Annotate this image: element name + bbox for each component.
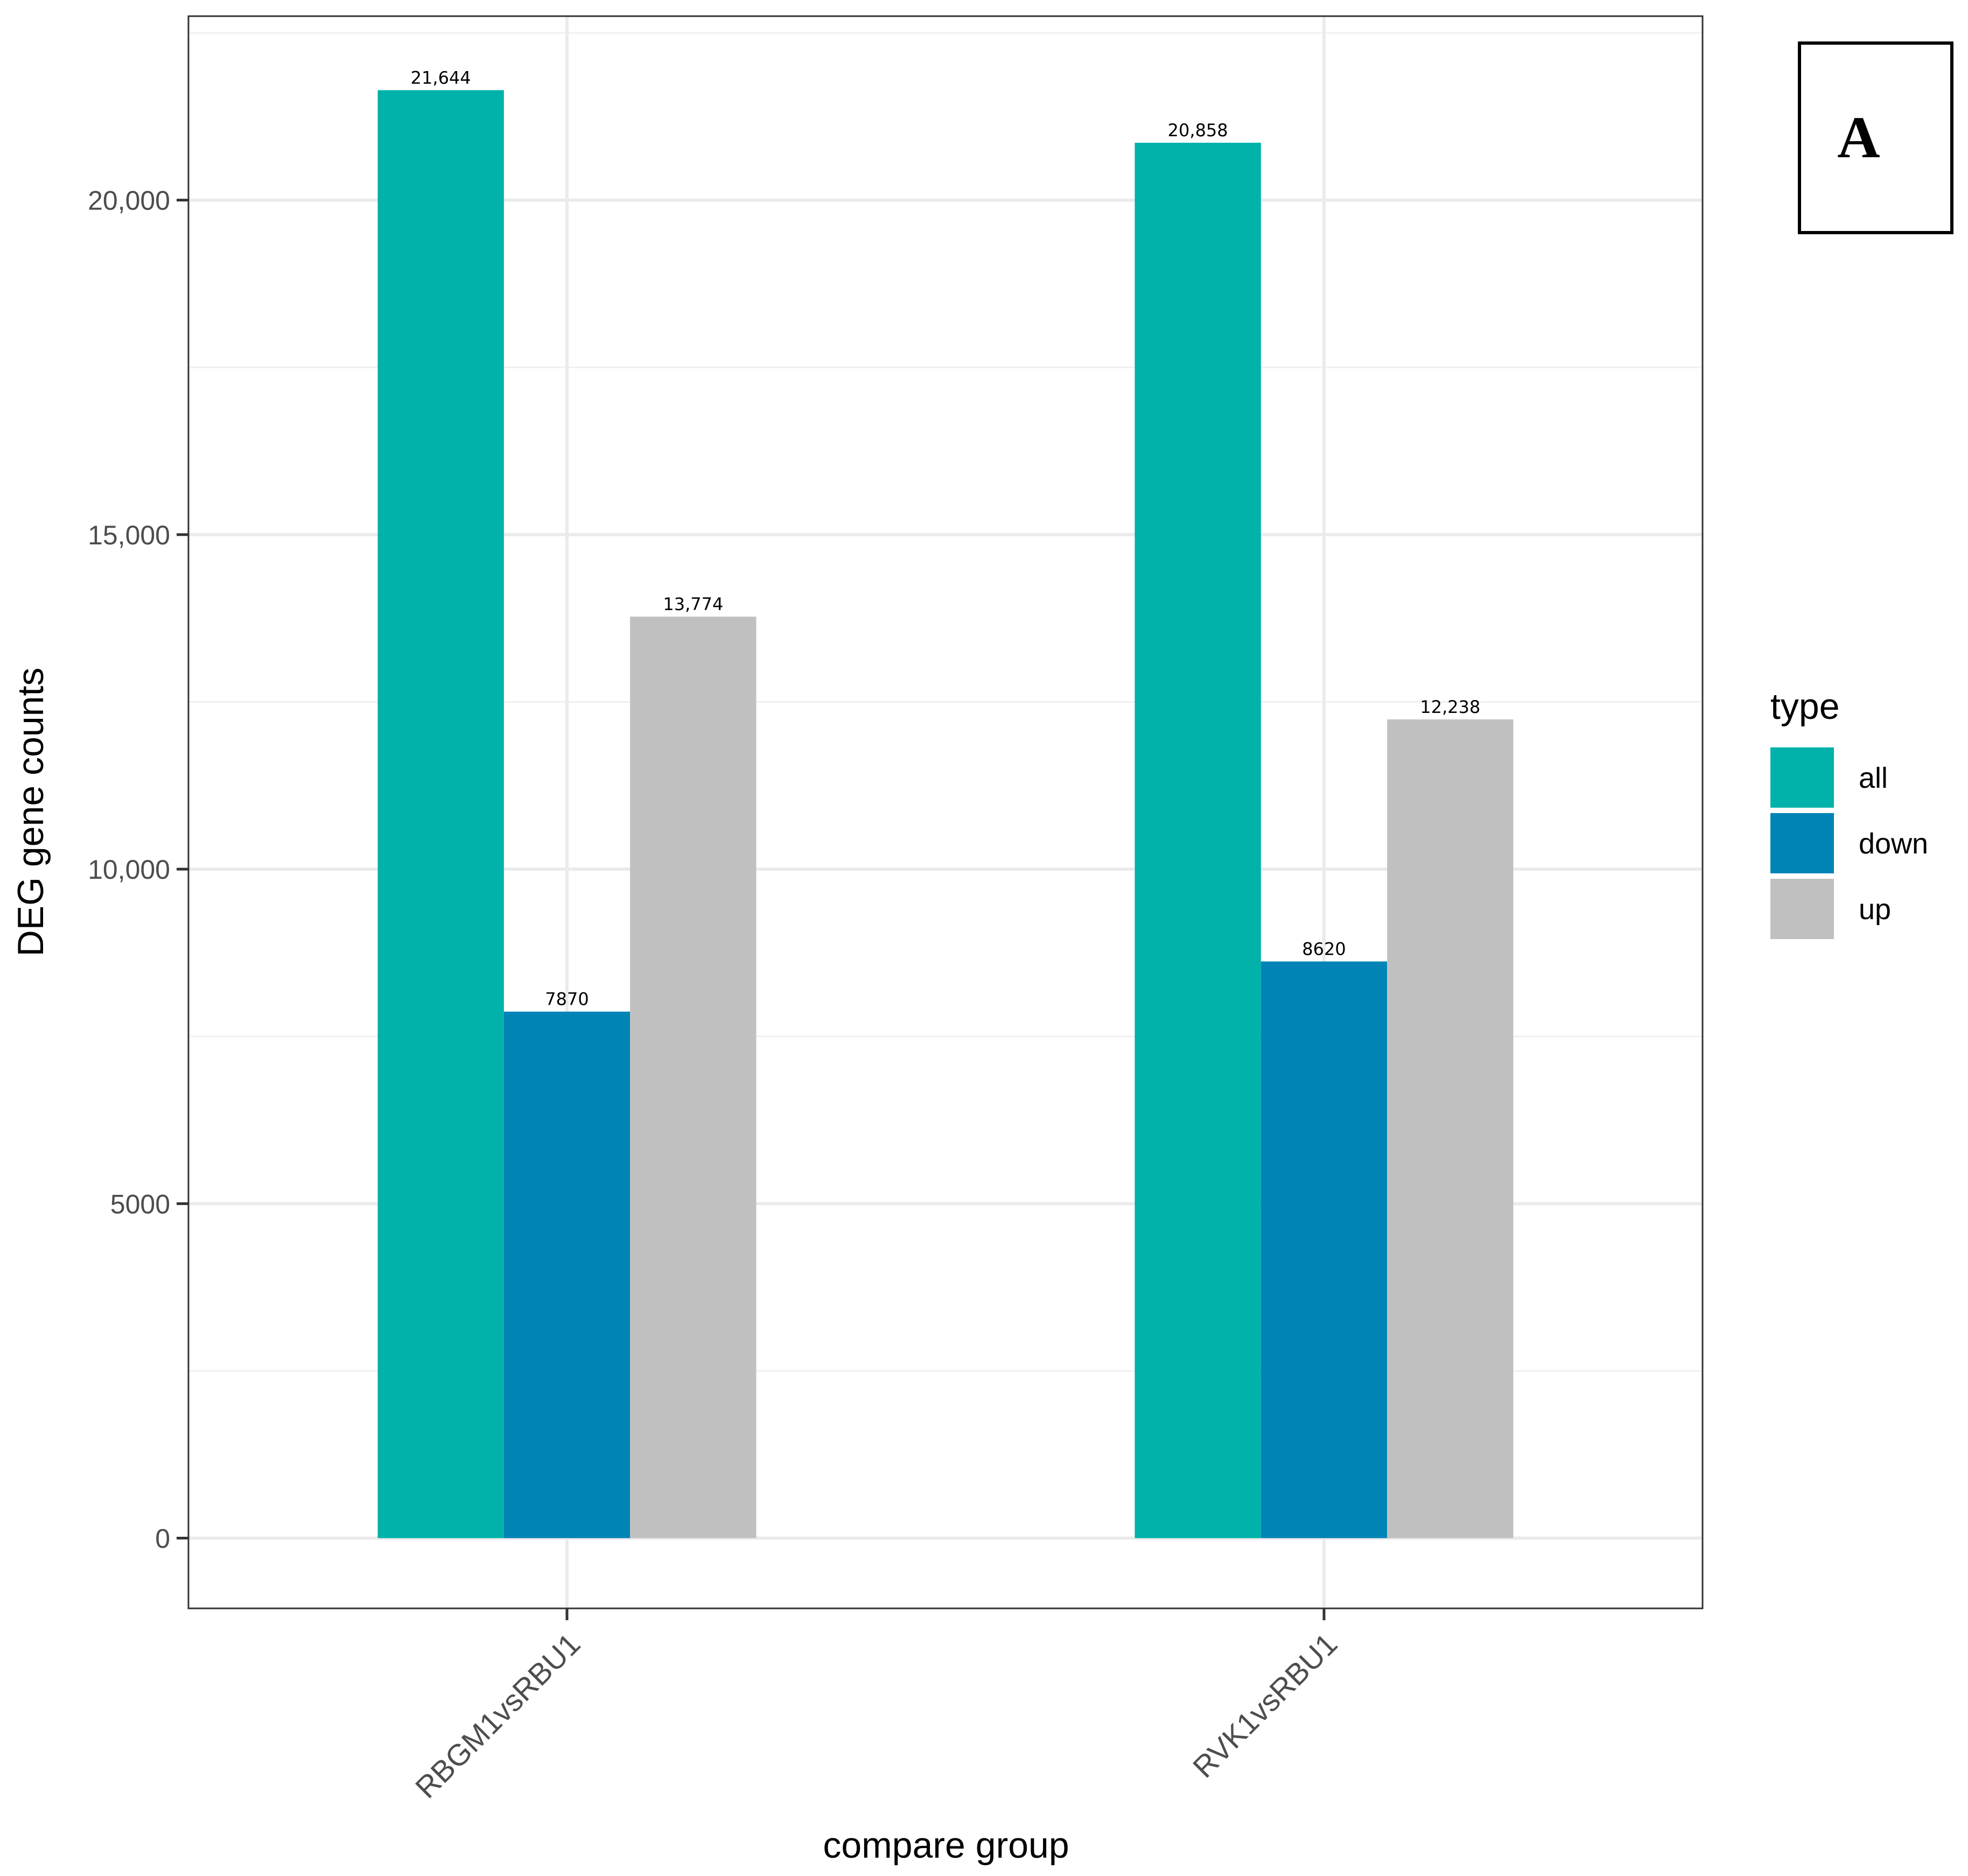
bar-down-RVK1vsRBU1 [1260, 961, 1388, 1538]
bar-value-label: 21,644 [411, 67, 471, 88]
bar-value-label: 13,774 [663, 594, 723, 614]
bar-value-label: 7870 [545, 989, 589, 1010]
y-axis-title: DEG gene counts [10, 668, 51, 957]
bars [377, 90, 1514, 1538]
bar-down-RBGM1vsRBU1 [503, 1011, 631, 1538]
legend-label-all: all [1859, 762, 1888, 794]
y-tick-label: 5000 [110, 1189, 170, 1219]
bar-value-label: 20,858 [1168, 120, 1228, 141]
legend-label-down: down [1859, 828, 1928, 860]
panel-label-box: A [1798, 41, 1953, 234]
y-tick-label: 0 [155, 1524, 170, 1554]
bar-up-RBGM1vsRBU1 [630, 617, 757, 1538]
y-tick-label: 15,000 [88, 520, 170, 550]
y-tick-label: 10,000 [88, 855, 170, 885]
bar-value-label: 12,238 [1420, 697, 1480, 717]
legend-title: type [1770, 686, 1840, 727]
legend-label-up: up [1859, 893, 1891, 926]
panel-label: A [1837, 104, 1880, 170]
bar-labels: 21,644 7870 13,774 20,858 8620 12,238 [411, 67, 1481, 1009]
y-axis: 0 5000 10,000 15,000 20,000 [88, 186, 188, 1554]
y-tick-label: 20,000 [88, 186, 170, 216]
legend: type all down up [1770, 686, 1928, 939]
bar-value-label: 8620 [1302, 939, 1346, 960]
x-axis-title: compare group [823, 1825, 1069, 1866]
panel-label-frame [1798, 41, 1953, 234]
bar-up-RVK1vsRBU1 [1387, 719, 1514, 1538]
panel-border [187, 15, 1704, 1609]
bar-all-RVK1vsRBU1 [1134, 143, 1261, 1538]
legend-key-up [1770, 879, 1834, 939]
legend-key-down [1770, 813, 1834, 873]
bar-all-RBGM1vsRBU1 [377, 90, 504, 1538]
legend-key-all [1770, 747, 1834, 808]
